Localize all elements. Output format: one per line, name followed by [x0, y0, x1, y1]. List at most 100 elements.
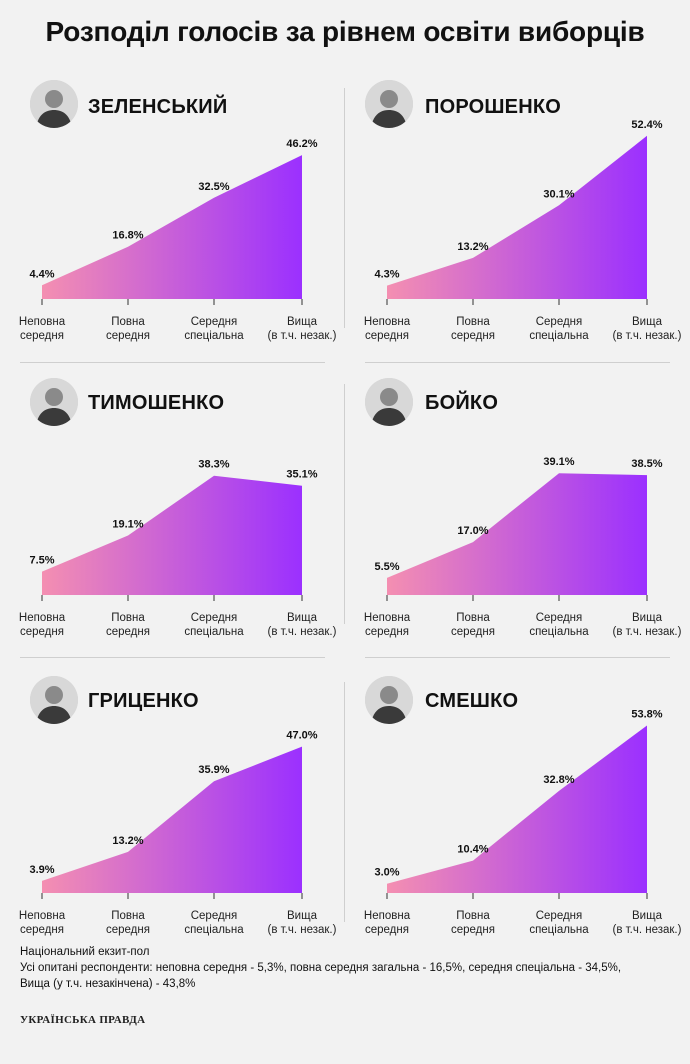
category-label: середня: [106, 330, 150, 342]
category-label: середня: [20, 924, 64, 936]
area-chart: 7.5% 19.1% 38.3% 35.1% Неповна середня Повна се…: [19, 459, 337, 638]
category-label: Середня: [536, 316, 583, 328]
candidate-photo: [30, 378, 78, 426]
data-label: 7.5%: [29, 555, 54, 567]
data-label: 5.5%: [374, 561, 399, 573]
category-label: середня: [106, 626, 150, 638]
category-label: Повна: [111, 910, 145, 922]
category-label: середня: [20, 330, 64, 342]
category-label: (в т.ч. незак.): [613, 924, 682, 936]
area-chart: 5.5% 17.0% 39.1% 38.5% Неповна середня Повна се…: [364, 456, 682, 638]
panel-poroshenko: ПОРОШЕНКО 4.3% 13.2% 30.1% 52.4% Неповна сере…: [345, 70, 690, 366]
category-label: Неповна: [19, 612, 66, 624]
person-icon: [30, 676, 78, 724]
column-divider: [344, 682, 345, 922]
data-label: 32.5%: [198, 181, 229, 193]
data-label: 16.8%: [112, 230, 143, 242]
data-label: 3.0%: [374, 867, 399, 879]
category-label: Вища: [632, 316, 663, 328]
row-divider: [20, 657, 325, 658]
data-label: 47.0%: [286, 730, 317, 742]
data-label: 13.2%: [457, 241, 488, 253]
category-label: середня: [365, 330, 409, 342]
candidate-name: БОЙКО: [425, 392, 499, 414]
candidate-name: ТИМОШЕНКО: [88, 392, 225, 414]
category-label: Вища: [632, 612, 663, 624]
category-label: Вища: [287, 910, 318, 922]
category-label: Середня: [536, 910, 583, 922]
area-chart: 3.0% 10.4% 32.8% 53.8% Неповна середня Повна се…: [364, 708, 682, 936]
category-label: Середня: [191, 316, 238, 328]
column-divider: [344, 88, 345, 328]
category-label: середня: [451, 924, 495, 936]
category-label: середня: [365, 924, 409, 936]
data-label: 35.1%: [286, 469, 317, 481]
data-label: 4.3%: [374, 269, 399, 281]
area-chart: 3.9% 13.2% 35.9% 47.0% Неповна середня Повна се…: [19, 730, 337, 936]
candidate-photo: [365, 676, 413, 724]
panel-tymoshenko: ТИМОШЕНКО 7.5% 19.1% 38.3% 35.1% Неповна сере…: [0, 366, 345, 662]
data-label: 39.1%: [543, 456, 574, 468]
area-series: [42, 155, 302, 299]
candidate-name: ПОРОШЕНКО: [425, 96, 562, 118]
category-label: Повна: [456, 612, 490, 624]
panel-smeshko: СМЕШКО 3.0% 10.4% 32.8% 53.8% Неповна середня…: [345, 664, 690, 960]
area-series: [387, 725, 647, 893]
footer-source: Національний екзит-пол: [20, 946, 150, 958]
category-label: Середня: [191, 910, 238, 922]
data-label: 10.4%: [457, 844, 488, 856]
area-chart: 4.3% 13.2% 30.1% 52.4% Неповна середня Повна се…: [364, 119, 682, 342]
category-label: Вища: [287, 316, 318, 328]
data-label: 35.9%: [198, 764, 229, 776]
data-label: 19.1%: [112, 519, 143, 531]
category-label: спеціальна: [184, 626, 244, 638]
candidate-photo: [365, 378, 413, 426]
area-series: [42, 746, 302, 893]
data-label: 17.0%: [457, 525, 488, 537]
category-label: Неповна: [19, 910, 66, 922]
category-label: Вища: [287, 612, 318, 624]
category-label: (в т.ч. незак.): [268, 924, 337, 936]
footer-note: Національний екзит-пол Усі опитані респо…: [20, 944, 670, 992]
area-chart: 4.4% 16.8% 32.5% 46.2% Неповна середня Повна се…: [19, 138, 337, 342]
category-label: спеціальна: [529, 626, 589, 638]
data-label: 52.4%: [631, 119, 662, 131]
category-label: Неповна: [364, 910, 411, 922]
publisher-logo: УКРАЇНСЬКА ПРАВДА: [20, 1014, 146, 1026]
category-label: спеціальна: [184, 330, 244, 342]
data-label: 3.9%: [29, 864, 54, 876]
area-series: [387, 473, 647, 595]
candidate-name: СМЕШКО: [425, 690, 519, 712]
category-label: Неповна: [364, 612, 411, 624]
person-icon: [30, 80, 78, 128]
data-label: 13.2%: [112, 835, 143, 847]
category-label: Повна: [111, 316, 145, 328]
person-icon: [30, 378, 78, 426]
category-label: (в т.ч. незак.): [268, 626, 337, 638]
row-divider: [365, 657, 670, 658]
category-label: середня: [365, 626, 409, 638]
candidate-name: ЗЕЛЕНСЬКИЙ: [88, 96, 228, 118]
category-label: середня: [106, 924, 150, 936]
person-icon: [365, 676, 413, 724]
category-label: середня: [451, 626, 495, 638]
candidate-photo: [30, 80, 78, 128]
data-label: 38.3%: [198, 459, 229, 471]
category-label: середня: [20, 626, 64, 638]
area-series: [387, 135, 647, 299]
data-label: 30.1%: [543, 188, 574, 200]
column-divider: [344, 384, 345, 624]
category-label: спеціальна: [529, 330, 589, 342]
category-label: спеціальна: [529, 924, 589, 936]
panel-hrytsenko: ГРИЦЕНКО 3.9% 13.2% 35.9% 47.0% Неповна серед…: [0, 664, 345, 960]
data-label: 4.4%: [29, 268, 54, 280]
candidate-name: ГРИЦЕНКО: [88, 690, 199, 712]
category-label: Вища: [632, 910, 663, 922]
row-divider: [365, 362, 670, 363]
category-label: Повна: [456, 910, 490, 922]
data-label: 32.8%: [543, 774, 574, 786]
person-icon: [365, 80, 413, 128]
category-label: середня: [451, 330, 495, 342]
category-label: (в т.ч. незак.): [613, 626, 682, 638]
data-label: 38.5%: [631, 458, 662, 470]
